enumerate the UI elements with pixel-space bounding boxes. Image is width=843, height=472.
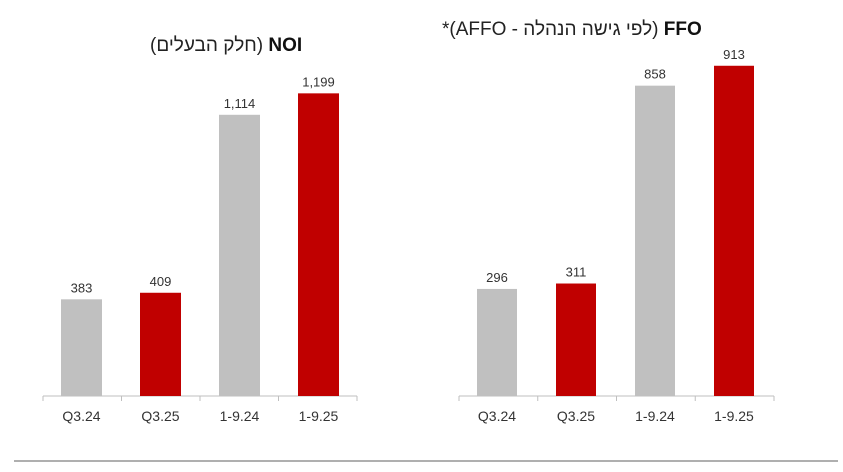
ffo-category-label-2: 1-9.24 (635, 408, 675, 424)
noi-bar-chart: 383 Q3.24 409 Q3.25 1,114 1-9.24 1,199 1-9.25 (42, 74, 358, 424)
noi-value-label-1: 409 (150, 274, 172, 289)
noi-title-bold: NOI (268, 35, 303, 56)
ffo-bar-2 (635, 85, 675, 396)
noi-value-label-2: 1,114 (224, 96, 256, 111)
noi-category-label-3: 1-9.25 (299, 408, 339, 424)
ffo-value-label-0: 296 (486, 270, 508, 285)
noi-chart-title: NOI (חלק הבעלים) (150, 35, 372, 57)
ffo-bar-chart: 296 Q3.24 311 Q3.25 858 1-9.24 913 1-9.25 (458, 47, 775, 424)
noi-value-label-0: 383 (71, 280, 93, 295)
ffo-category-label-3: 1-9.25 (714, 408, 754, 424)
ffo-bar-3 (714, 65, 754, 396)
ffo-value-label-2: 858 (644, 67, 666, 82)
noi-bar-1 (140, 292, 181, 396)
ffo-bar-0 (477, 288, 517, 396)
ffo-bar-1 (556, 283, 596, 396)
ffo-category-label-1: Q3.25 (557, 408, 595, 424)
noi-title-rest: (חלק הבעלים) (150, 35, 264, 56)
noi-category-label-1: Q3.25 (141, 408, 179, 424)
noi-category-label-0: Q3.24 (62, 408, 100, 424)
noi-bar-2 (219, 114, 260, 396)
noi-bar-3 (298, 93, 339, 397)
noi-bar-0 (61, 299, 102, 396)
ffo-title-rest: (לפי גישה הנהלה - AFFO)* (442, 19, 659, 40)
ffo-title-bold: FFO (663, 19, 702, 40)
noi-category-label-2: 1-9.24 (220, 408, 260, 424)
ffo-chart-title: FFO (לפי גישה הנהלה - AFFO)* (442, 19, 766, 41)
ffo-value-label-3: 913 (723, 47, 745, 62)
ffo-value-label-1: 311 (566, 265, 587, 280)
ffo-category-label-0: Q3.24 (478, 408, 516, 424)
noi-value-label-3: 1,199 (302, 74, 335, 89)
